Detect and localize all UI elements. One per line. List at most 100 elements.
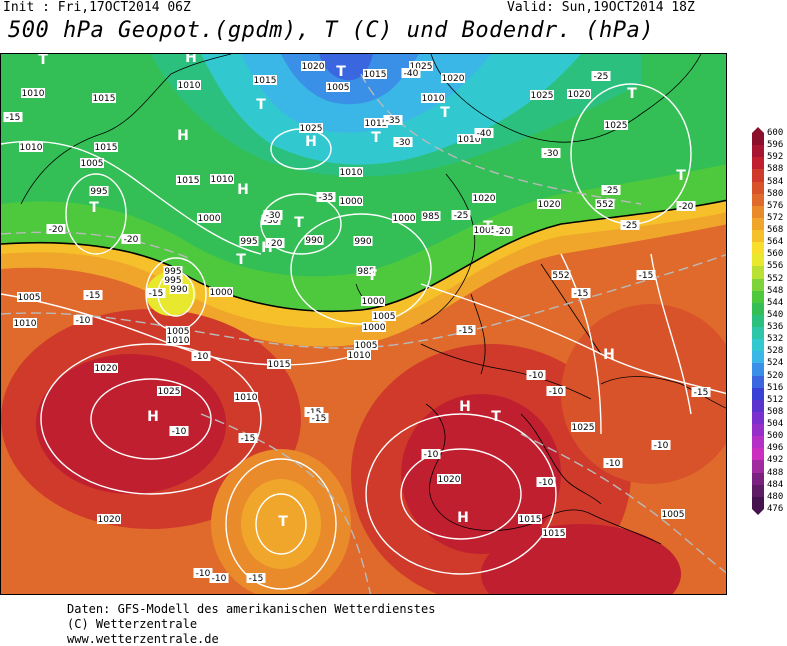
isobar-label-bg xyxy=(437,474,461,484)
temperature-label: -30 xyxy=(264,216,279,226)
isobar-label-bg xyxy=(17,292,41,302)
colorbar-swatch xyxy=(752,375,764,389)
colorbar-swatch xyxy=(752,145,764,158)
colorbar-swatch xyxy=(752,230,764,243)
isobar-label: 1005 xyxy=(81,159,104,169)
temperature-label-bg xyxy=(309,413,329,423)
isobar-label: 1020 xyxy=(98,515,121,525)
low-pressure-center: T xyxy=(278,514,288,530)
colorbar-tick-label: 484 xyxy=(767,479,784,490)
colorbar-tick-label: 488 xyxy=(767,467,784,478)
temperature-label-bg xyxy=(493,226,513,236)
isobar-label-bg xyxy=(353,236,373,246)
temperature-label-bg xyxy=(83,290,103,300)
high-pressure-center: H xyxy=(177,128,189,144)
isobar-label: 990 xyxy=(305,236,322,246)
colorbar-swatch xyxy=(752,424,764,437)
temperature-label: -20 xyxy=(268,239,283,249)
shade-508 xyxy=(319,54,373,81)
isobar-label: 1010 xyxy=(458,135,481,145)
temperature-label: -15 xyxy=(639,271,654,281)
colorbar-tick-label: 568 xyxy=(767,225,784,236)
temperature-label-bg xyxy=(73,315,93,325)
isobar-label: 1025 xyxy=(572,423,595,433)
isobar-label: 1025 xyxy=(410,62,433,72)
colorbar-swatch xyxy=(752,339,764,352)
isobar-label-bg xyxy=(347,350,371,360)
isobar-label-bg xyxy=(239,236,259,246)
high-pressure-center: H xyxy=(261,240,273,256)
isobar-label: 995 xyxy=(90,187,107,197)
temperature-label-bg xyxy=(121,234,141,244)
colorbar-swatch xyxy=(752,157,764,170)
isobar-label-bg xyxy=(571,422,595,432)
isobar-label-bg xyxy=(209,287,233,297)
high-pressure-center: H xyxy=(147,409,159,425)
temperature-label: -20 xyxy=(49,225,64,235)
temperature-label-bg xyxy=(209,573,229,583)
isobar-label: 1020 xyxy=(568,90,591,100)
colorbar-swatch xyxy=(752,254,764,267)
isobar-label: 995 xyxy=(164,267,181,277)
isobar-label: 995 xyxy=(164,276,181,286)
isobar-label: 985 xyxy=(422,212,439,222)
temperature-label: -10 xyxy=(424,450,439,460)
isobar-label-bg xyxy=(80,158,104,168)
temperature-label-bg xyxy=(191,351,211,361)
isobar-label: 1010 xyxy=(211,175,234,185)
isobar-label: 1005 xyxy=(474,226,497,236)
low-pressure-center: T xyxy=(627,86,637,102)
colorbar-tick-label: 500 xyxy=(767,431,784,442)
isobar-label: 1000 xyxy=(198,214,221,224)
isobar-label: 1010 xyxy=(340,168,363,178)
colorbar-top-cap xyxy=(752,127,764,133)
isobar-label-bg xyxy=(356,266,376,276)
colorbar-tick-label: 532 xyxy=(767,334,784,345)
colorbar-tick-label: 512 xyxy=(767,394,784,405)
temperature-label: -15 xyxy=(574,289,589,299)
colorbar-swatch xyxy=(752,314,764,328)
colorbar-tick-label: 544 xyxy=(767,297,784,308)
isobar-label: 1010 xyxy=(167,336,190,346)
isobar-label: 1015 xyxy=(95,143,118,153)
isobar-label-bg xyxy=(551,270,571,280)
temperature-label: -20 xyxy=(496,227,511,237)
init-time: Init : Fri,17OCT2014 06Z xyxy=(3,0,191,15)
low-pressure-center: T xyxy=(294,215,304,231)
isobar-label: 990 xyxy=(170,285,187,295)
isobar-label-bg xyxy=(21,88,45,98)
isobar-label: 1000 xyxy=(363,323,386,333)
temperature-label: -10 xyxy=(212,574,227,584)
colorbar-swatch xyxy=(752,351,764,364)
isobar-label: 1025 xyxy=(605,121,628,131)
temperature-label: -40 xyxy=(404,69,419,79)
isobar-label-bg xyxy=(361,296,385,306)
temperature-labels: -15-20-15-20-15-10-10-15-10-15-40-35-30-… xyxy=(3,68,711,584)
temperature-label-bg xyxy=(651,440,671,450)
colorbar-swatch xyxy=(752,278,764,292)
colorbar-tick-label: 572 xyxy=(767,212,784,223)
high-pressure-center: H xyxy=(603,347,615,363)
isobar-label: 1000 xyxy=(340,197,363,207)
isobar-label: 1005 xyxy=(167,327,190,337)
colorbar-tick-label: 480 xyxy=(767,491,784,502)
temperature-label-bg xyxy=(263,210,283,220)
temperature-label-bg xyxy=(304,407,324,417)
temperature-label: -10 xyxy=(606,459,621,469)
isobar-label-bg xyxy=(304,235,324,245)
colorbar-tick-label: 564 xyxy=(767,237,784,248)
isobar-label: 552 xyxy=(552,271,569,281)
weather-map: 1010 1015 1010 1015 1020 1025 1015 1025 1020 1005… xyxy=(0,53,727,595)
colorbar-tick-label: 548 xyxy=(767,285,784,296)
temperature-label-bg xyxy=(393,137,413,147)
colorbar-swatch xyxy=(752,363,764,377)
low-pressure-center: T xyxy=(336,64,346,80)
temperature-label: -30 xyxy=(266,211,281,221)
temperature-label: -15 xyxy=(149,289,164,299)
isobar-label: 1020 xyxy=(473,194,496,204)
isobar-label-bg xyxy=(364,118,388,128)
isobar-labels: 1010 1015 1010 1015 1020 1025 1015 1025 1020 1005… xyxy=(13,61,685,539)
colorbar xyxy=(752,127,764,515)
colorbar-tick-label: 476 xyxy=(767,504,784,514)
isobar-label-bg xyxy=(301,61,325,71)
